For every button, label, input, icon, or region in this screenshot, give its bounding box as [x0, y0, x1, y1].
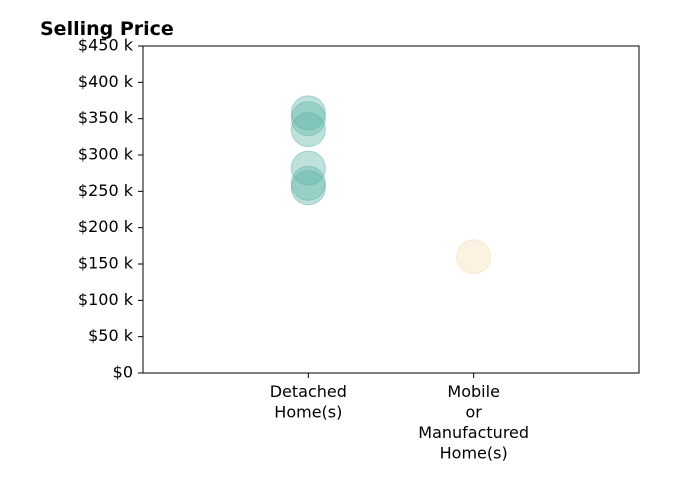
- y-tick-label: $100 k: [78, 290, 134, 309]
- x-axis: Detached Home(s) Mobile or Manufactured Home(…: [270, 373, 529, 463]
- x-category-label-line: Home(s): [440, 444, 508, 463]
- x-category-label-line: Home(s): [274, 403, 342, 422]
- data-point: [290, 101, 326, 137]
- y-tick-label: $0: [113, 363, 133, 382]
- x-category-label: Mobile or Manufactured Home(s): [418, 382, 529, 463]
- data-point: [456, 239, 492, 275]
- x-category-label: Detached Home(s): [270, 382, 347, 422]
- y-tick-label: $50 k: [88, 326, 134, 345]
- data-point: [290, 170, 326, 206]
- y-tick-label: $200 k: [78, 217, 134, 236]
- x-category-label-line: Mobile: [447, 382, 499, 401]
- chart-title: Selling Price: [40, 18, 174, 40]
- y-tick-label: $400 k: [78, 72, 134, 91]
- y-tick-label: $300 k: [78, 145, 134, 164]
- x-category-label-line: or: [465, 403, 482, 422]
- x-category-label-line: Detached: [270, 382, 347, 401]
- data-point: [290, 165, 326, 201]
- data-point: [290, 112, 326, 148]
- plot-area-frame: [142, 45, 640, 374]
- y-axis: $0 $50 k $100 k $150 k $200 k $250 k $300 k $35…: [78, 36, 143, 382]
- y-tick-label: $250 k: [78, 181, 134, 200]
- y-tick-label: $350 k: [78, 108, 134, 127]
- y-tick-label: $450 k: [78, 36, 134, 55]
- data-points: [290, 95, 492, 275]
- y-tick-label: $150 k: [78, 254, 134, 273]
- data-point: [290, 150, 326, 186]
- x-category-label-line: Manufactured: [418, 423, 529, 442]
